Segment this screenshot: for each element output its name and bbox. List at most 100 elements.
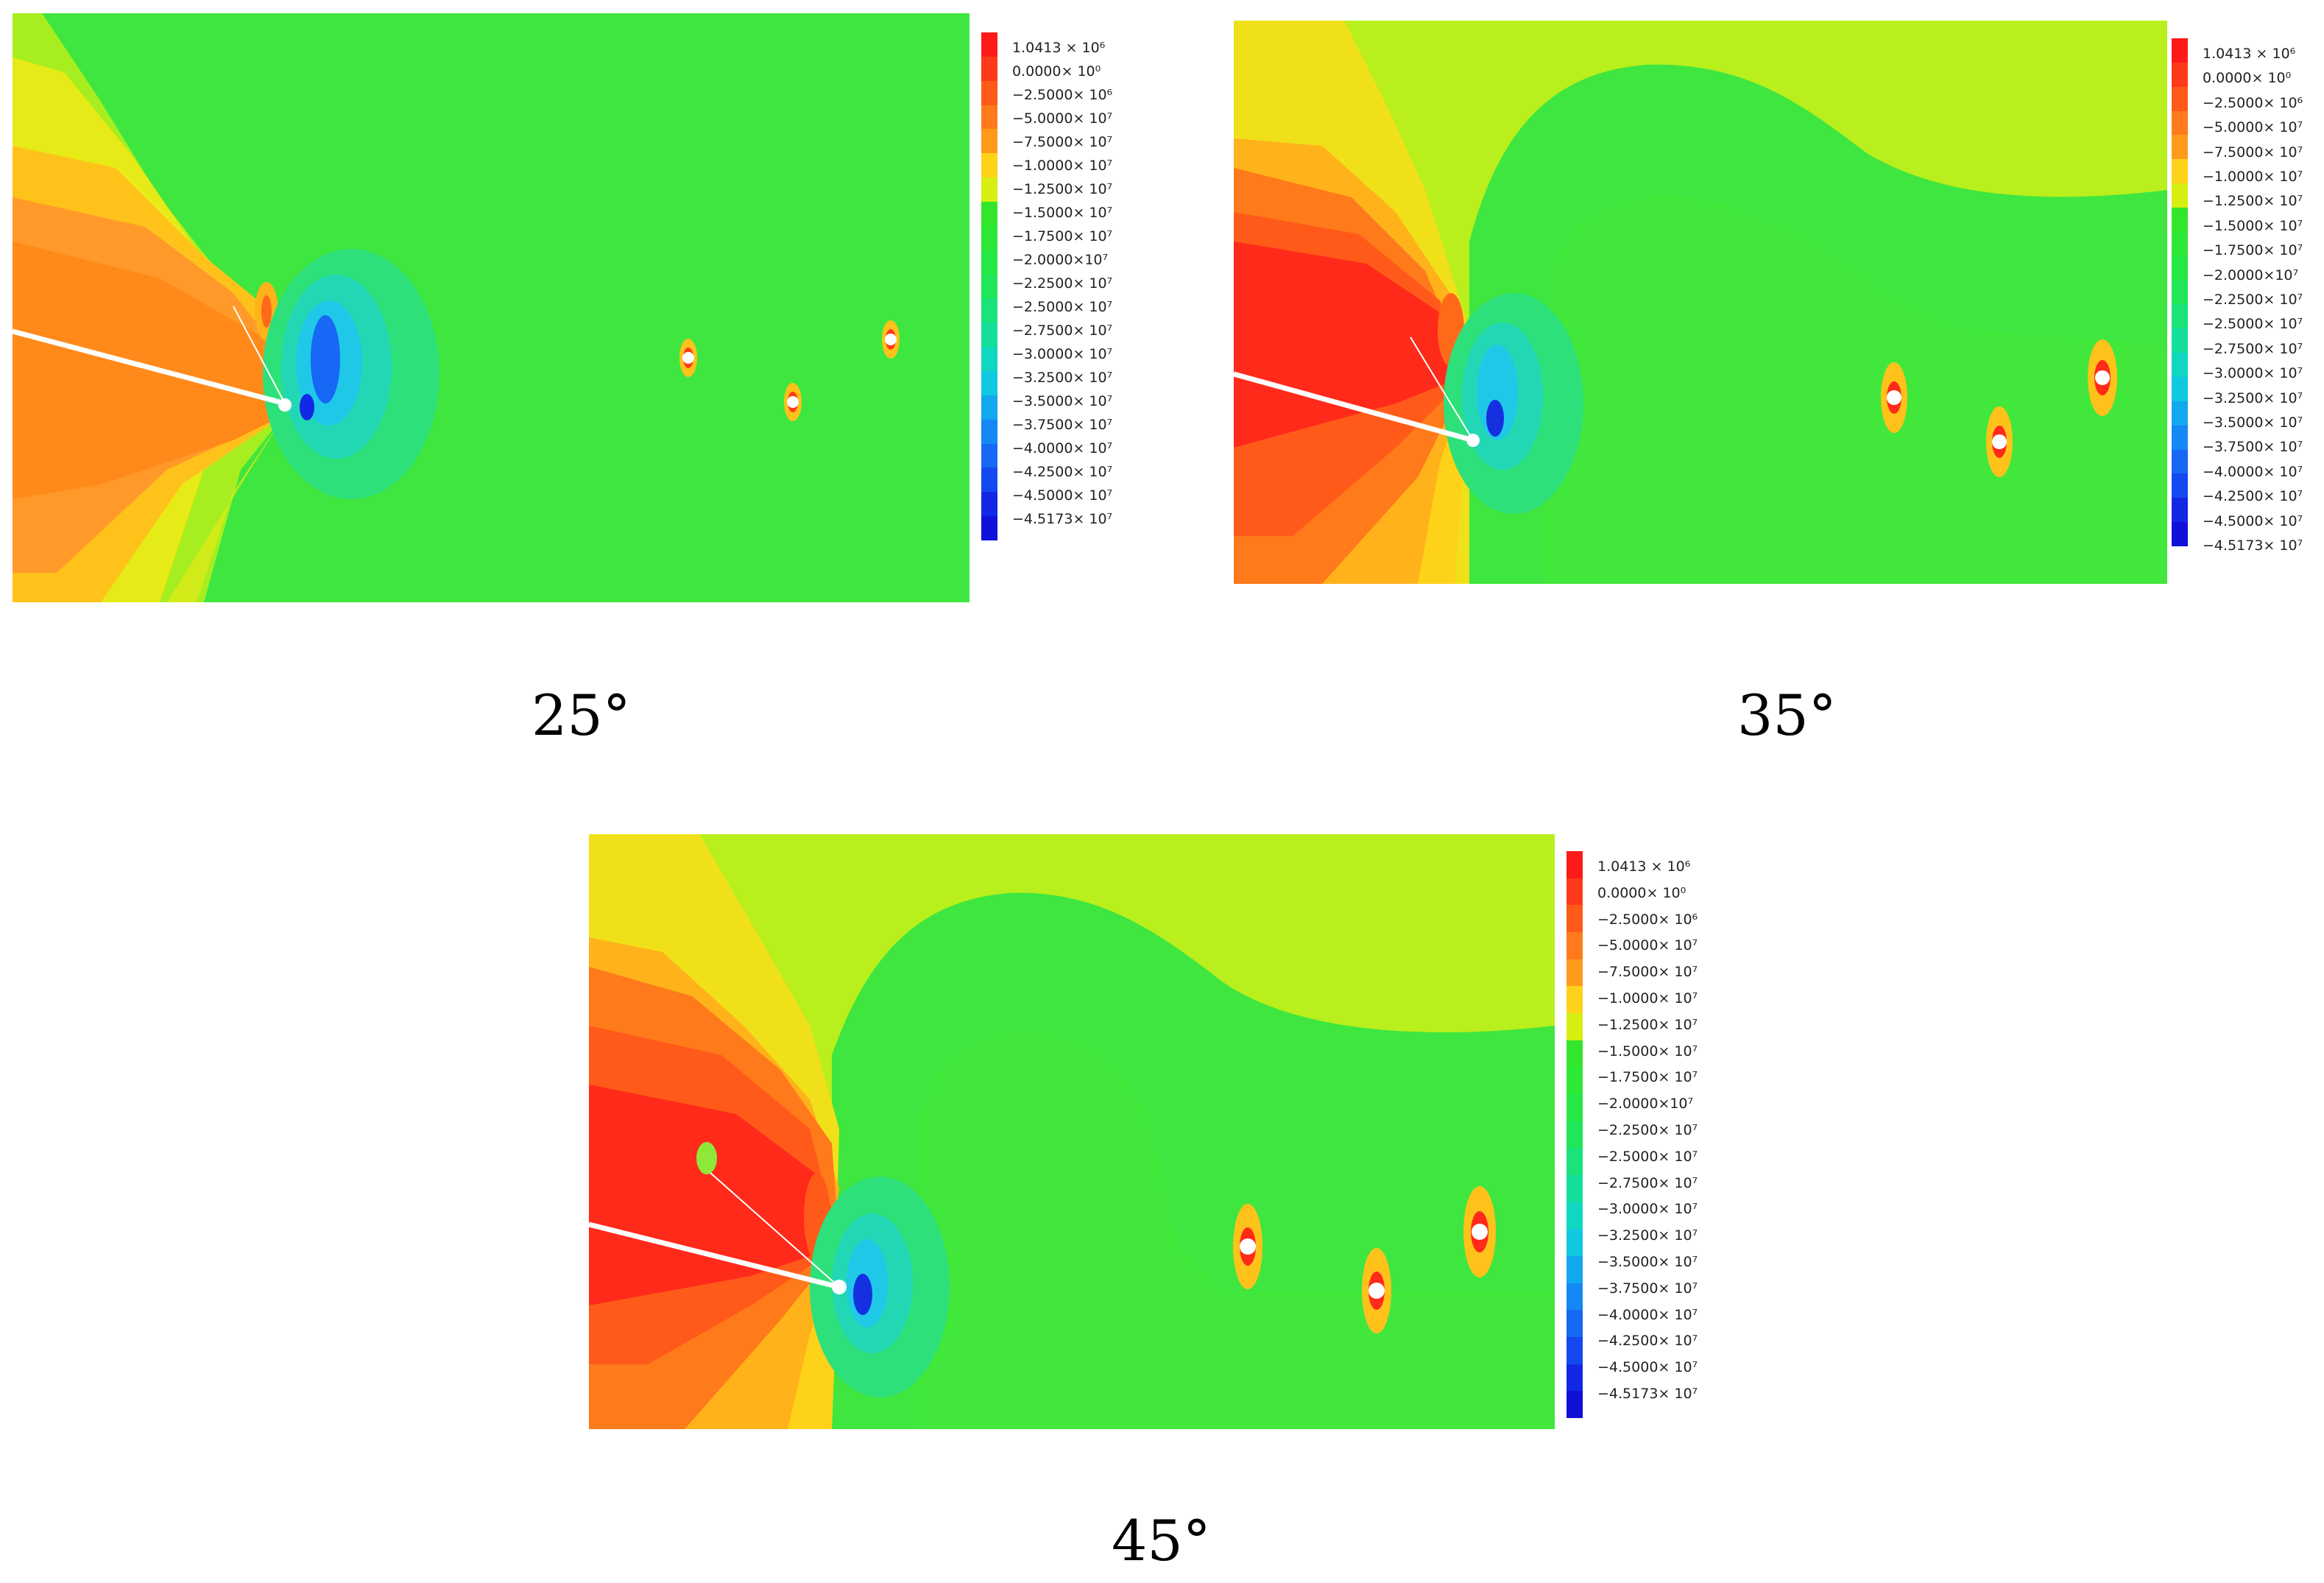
- stress-contour-plot-35: [1234, 21, 2167, 584]
- colorbar-swatch: [2172, 498, 2188, 523]
- colorbar-swatch: [1567, 1148, 1583, 1176]
- colorbar-label: 1.0413 × 10⁶: [1597, 859, 1691, 875]
- colorbar-swatch: [2172, 135, 2188, 160]
- colorbar-swatch: [1567, 1040, 1583, 1068]
- colorbar-swatch: [1567, 1391, 1583, 1419]
- colorbar-swatch: [2172, 231, 2188, 257]
- colorbar-legend-25: 1.0413 × 10⁶ 0.0000× 10⁰ −2.5000× 10⁶ −5.00…: [981, 32, 1151, 563]
- colorbar-label: −4.5173× 10⁷: [1597, 1386, 1698, 1402]
- colorbar-swatch: [2172, 449, 2188, 474]
- borehole-3: [1463, 1186, 1496, 1277]
- colorbar-swatch: [1567, 932, 1583, 960]
- colorbar-label: −4.0000× 10⁷: [1597, 1306, 1698, 1323]
- colorbar-swatch: [981, 32, 997, 57]
- colorbar-swatch: [2172, 255, 2188, 281]
- colorbar-swatch: [2172, 183, 2188, 208]
- colorbar-swatch: [2172, 159, 2188, 184]
- colorbar-swatch: [981, 468, 997, 493]
- stress-contour-plot-25: [13, 13, 969, 602]
- colorbar-label: −2.5000× 10⁷: [1012, 299, 1113, 315]
- colorbar-label: −7.5000× 10⁷: [1597, 964, 1698, 981]
- borehole-3: [882, 320, 900, 359]
- colorbar-label: −3.7500× 10⁷: [1012, 417, 1113, 433]
- colorbar-label: −1.7500× 10⁷: [2203, 242, 2303, 259]
- contour-panel-35: [1234, 21, 2167, 584]
- colorbar-label: 0.0000× 10⁰: [1597, 884, 1687, 901]
- colorbar-label: −2.7500× 10⁷: [2203, 340, 2303, 357]
- colorbar-swatch: [2172, 473, 2188, 498]
- colorbar-legend-45: 1.0413 × 10⁶ 0.0000× 10⁰ −2.5000× 10⁶ −5.00…: [1567, 851, 1743, 1425]
- colorbar-swatch: [1567, 878, 1583, 906]
- colorbar-swatch: [2172, 208, 2188, 233]
- colorbar-label: −1.2500× 10⁷: [1012, 181, 1113, 197]
- colorbar-swatch: [981, 80, 997, 106]
- colorbar-swatch: [1567, 1202, 1583, 1230]
- colorbar-swatch: [2172, 401, 2188, 426]
- colorbar-label: 1.0413 × 10⁶: [2203, 46, 2296, 62]
- colorbar-label: −1.5000× 10⁷: [1597, 1043, 1698, 1060]
- colorbar-label: −2.5000× 10⁷: [2203, 316, 2303, 333]
- colorbar-label: −2.7500× 10⁷: [1012, 322, 1113, 339]
- borehole-3: [2088, 339, 2117, 416]
- colorbar-swatch: [981, 443, 997, 468]
- colorbar-swatch: [2172, 328, 2188, 353]
- colorbar-label: −4.5173× 10⁷: [1012, 511, 1113, 527]
- colorbar-swatch: [981, 177, 997, 202]
- colorbar-swatch: [981, 250, 997, 275]
- colorbar-swatch: [1567, 1013, 1583, 1041]
- caption-35: 35°: [1737, 683, 1837, 748]
- colorbar-swatch: [2172, 522, 2188, 547]
- colorbar-label: −7.5000× 10⁷: [1012, 134, 1113, 150]
- colorbar-swatch: [1567, 1067, 1583, 1095]
- colorbar-label: −2.5000× 10⁶: [2203, 94, 2303, 111]
- caption-45: 45°: [1112, 1508, 1211, 1573]
- colorbar-swatch: [1567, 1094, 1583, 1122]
- colorbar-label: −3.5000× 10⁷: [1597, 1254, 1698, 1270]
- colorbar-label: −4.2500× 10⁷: [1012, 464, 1113, 480]
- colorbar-label: −4.5000× 10⁷: [1597, 1359, 1698, 1376]
- colorbar-label: −5.0000× 10⁷: [1597, 937, 1698, 954]
- colorbar-swatch: [981, 371, 997, 396]
- colorbar-label: −4.0000× 10⁷: [2203, 463, 2303, 480]
- colorbar-label: −3.7500× 10⁷: [2203, 439, 2303, 456]
- colorbar-label: −7.5000× 10⁷: [2203, 144, 2303, 161]
- colorbar-swatch: [981, 202, 997, 227]
- colorbar-label: −1.7500× 10⁷: [1012, 228, 1113, 244]
- colorbar-label: −3.0000× 10⁷: [1012, 346, 1113, 362]
- colorbar-label: −3.5000× 10⁷: [2203, 415, 2303, 431]
- caption-25: 25°: [531, 683, 631, 748]
- colorbar-label: −4.2500× 10⁷: [1597, 1333, 1698, 1350]
- colorbar-swatch: [1567, 986, 1583, 1014]
- colorbar-label: −4.5000× 10⁷: [2203, 512, 2303, 529]
- colorbar-label: −5.0000× 10⁷: [2203, 119, 2303, 136]
- colorbar-label: −2.5000× 10⁶: [1012, 87, 1113, 103]
- colorbar-label: −2.0000×10⁷: [1597, 1096, 1694, 1113]
- colorbar-swatch: [981, 322, 997, 348]
- colorbar-label: −4.5173× 10⁷: [2203, 537, 2303, 554]
- borehole-1: [1881, 362, 1907, 433]
- colorbar-swatch: [981, 56, 997, 82]
- colorbar-swatch: [1567, 1364, 1583, 1392]
- colorbar-label: −3.7500× 10⁷: [1597, 1280, 1698, 1297]
- colorbar-legend-35: 1.0413 × 10⁶ 0.0000× 10⁰ −2.5000× 10⁶ −5.00…: [2172, 38, 2319, 568]
- colorbar-label: −2.7500× 10⁷: [1597, 1174, 1698, 1191]
- colorbar-swatch: [2172, 86, 2188, 112]
- colorbar-swatch: [981, 516, 997, 541]
- borehole-2: [1986, 406, 2013, 477]
- colorbar-swatch: [2172, 280, 2188, 305]
- colorbar-label: −1.0000× 10⁷: [1012, 158, 1113, 174]
- colorbar-label: −1.7500× 10⁷: [1597, 1069, 1698, 1086]
- colorbar-label: −2.0000×10⁷: [1012, 252, 1109, 268]
- colorbar-swatch: [1567, 1337, 1583, 1365]
- colorbar-swatch: [981, 129, 997, 154]
- colorbar-swatch: [2172, 377, 2188, 402]
- colorbar-swatch: [981, 395, 997, 420]
- colorbar-label: −2.2500× 10⁷: [2203, 292, 2303, 308]
- colorbar-label: −5.0000× 10⁷: [1012, 110, 1113, 127]
- colorbar-label: −3.5000× 10⁷: [1012, 393, 1113, 409]
- colorbar-swatch: [981, 105, 997, 130]
- colorbar-label: −3.2500× 10⁷: [1012, 370, 1113, 386]
- colorbar-label: −3.2500× 10⁷: [1597, 1227, 1698, 1244]
- colorbar-label: −1.2500× 10⁷: [1597, 1016, 1698, 1033]
- colorbar-label: −1.0000× 10⁷: [1597, 990, 1698, 1006]
